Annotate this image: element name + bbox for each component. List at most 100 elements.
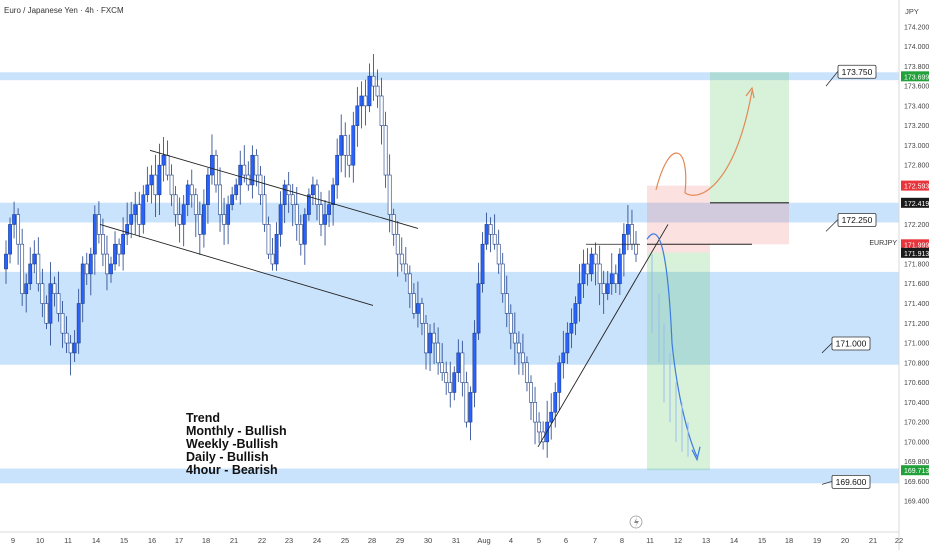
- candle[interactable]: [411, 283, 416, 319]
- candle[interactable]: [60, 300, 65, 348]
- candle[interactable]: [274, 222, 279, 271]
- bearish-projection-path[interactable]: [646, 233, 698, 457]
- candle[interactable]: [375, 69, 380, 108]
- candle[interactable]: [56, 271, 61, 322]
- candle[interactable]: [407, 265, 412, 308]
- candle[interactable]: [80, 256, 85, 323]
- candle[interactable]: [20, 228, 25, 306]
- candle[interactable]: [581, 249, 586, 299]
- support-resistance-zone[interactable]: [0, 271, 899, 365]
- candle[interactable]: [589, 247, 594, 282]
- candle[interactable]: [121, 217, 126, 271]
- candle[interactable]: [68, 335, 73, 376]
- channel-lower-line[interactable]: [99, 224, 374, 306]
- candle[interactable]: [395, 221, 400, 277]
- candle[interactable]: [383, 111, 388, 188]
- candle[interactable]: [460, 340, 465, 397]
- candle[interactable]: [331, 177, 336, 226]
- candle[interactable]: [561, 330, 566, 379]
- candle[interactable]: [573, 296, 578, 336]
- price-callout[interactable]: 169.600: [821, 474, 871, 489]
- candle[interactable]: [420, 297, 424, 336]
- candle[interactable]: [525, 356, 529, 392]
- candle[interactable]: [4, 240, 8, 284]
- candle[interactable]: [24, 273, 29, 313]
- candle[interactable]: [206, 167, 210, 224]
- candle[interactable]: [193, 188, 198, 238]
- candle[interactable]: [363, 79, 368, 126]
- candle[interactable]: [16, 208, 21, 265]
- candle[interactable]: [569, 308, 574, 349]
- candle[interactable]: [351, 111, 356, 183]
- candle[interactable]: [403, 246, 408, 282]
- candle[interactable]: [113, 231, 117, 271]
- candle[interactable]: [197, 201, 202, 255]
- lightning-icon[interactable]: [629, 515, 643, 529]
- candle[interactable]: [169, 164, 174, 207]
- short-position-target[interactable]: [647, 252, 710, 471]
- candle[interactable]: [278, 191, 283, 247]
- candle[interactable]: [343, 122, 348, 178]
- candle[interactable]: [480, 232, 485, 293]
- candle[interactable]: [226, 195, 231, 245]
- candle[interactable]: [347, 134, 352, 178]
- candle[interactable]: [367, 63, 372, 113]
- candle[interactable]: [84, 252, 89, 286]
- long-position-stop[interactable]: [710, 202, 789, 245]
- bullish-projection-path[interactable]: [655, 90, 753, 196]
- candle[interactable]: [432, 322, 436, 365]
- candle[interactable]: [44, 295, 49, 330]
- candle[interactable]: [8, 217, 12, 264]
- candle[interactable]: [456, 339, 461, 383]
- candle[interactable]: [238, 150, 243, 205]
- candle[interactable]: [218, 167, 222, 232]
- candle[interactable]: [72, 330, 77, 362]
- candle[interactable]: [391, 208, 396, 246]
- candle[interactable]: [593, 242, 598, 286]
- candle[interactable]: [512, 312, 517, 365]
- candle[interactable]: [440, 343, 445, 381]
- candle[interactable]: [125, 202, 130, 246]
- ascending-trendline[interactable]: [537, 224, 669, 448]
- candle[interactable]: [157, 143, 162, 216]
- candle[interactable]: [129, 201, 134, 239]
- candle[interactable]: [541, 421, 546, 450]
- candle[interactable]: [492, 214, 497, 250]
- candle[interactable]: [529, 375, 533, 421]
- candle[interactable]: [521, 333, 525, 376]
- candle[interactable]: [565, 322, 570, 364]
- candle[interactable]: [613, 264, 618, 294]
- candle[interactable]: [242, 145, 247, 183]
- candle[interactable]: [617, 248, 622, 295]
- candle[interactable]: [250, 145, 255, 199]
- candle[interactable]: [444, 361, 449, 395]
- candle[interactable]: [516, 331, 521, 375]
- candle[interactable]: [32, 240, 37, 274]
- candle[interactable]: [428, 324, 432, 372]
- candle[interactable]: [311, 176, 315, 206]
- candle[interactable]: [323, 200, 327, 246]
- candle[interactable]: [601, 270, 606, 314]
- candle[interactable]: [387, 154, 392, 233]
- candle[interactable]: [500, 252, 505, 303]
- candle[interactable]: [76, 288, 81, 354]
- candle[interactable]: [508, 304, 513, 350]
- candle[interactable]: [258, 166, 263, 206]
- candle[interactable]: [553, 382, 558, 428]
- price-callout[interactable]: 171.000: [821, 336, 871, 354]
- candle[interactable]: [201, 189, 206, 248]
- candle[interactable]: [577, 264, 582, 322]
- support-resistance-zone[interactable]: [0, 468, 899, 484]
- candle[interactable]: [306, 188, 311, 221]
- candle[interactable]: [266, 216, 271, 260]
- candle[interactable]: [585, 248, 590, 286]
- candle[interactable]: [399, 237, 404, 272]
- candle[interactable]: [597, 245, 602, 306]
- candle[interactable]: [315, 179, 319, 221]
- long-position-target[interactable]: [710, 72, 789, 203]
- candle[interactable]: [262, 175, 267, 232]
- candle[interactable]: [137, 191, 142, 238]
- candle[interactable]: [294, 186, 299, 241]
- candle[interactable]: [109, 256, 113, 283]
- candle[interactable]: [504, 275, 509, 328]
